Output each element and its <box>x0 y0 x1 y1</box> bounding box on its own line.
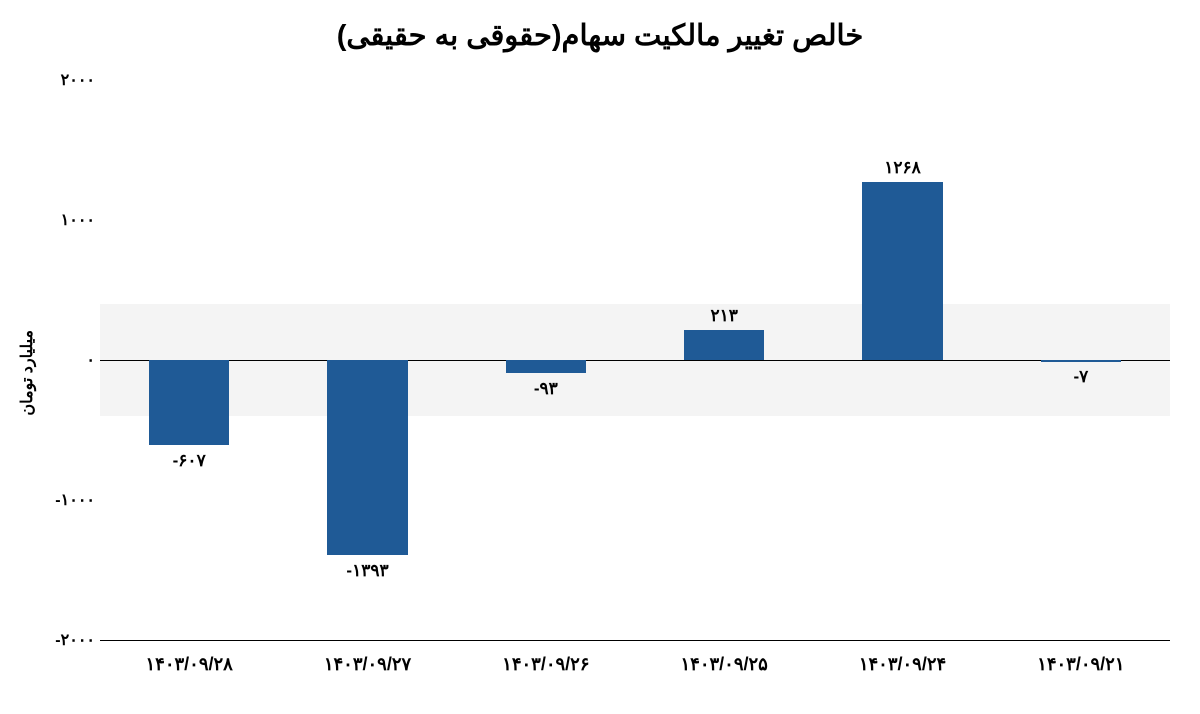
bar <box>327 360 407 555</box>
bar-value-label: -۷ <box>1073 367 1088 387</box>
bar-value-label: ۲۱۳ <box>710 306 737 326</box>
bar-value-label: -۹۳ <box>534 379 558 399</box>
x-tick-label: ۱۴۰۳/۰۹/۲۶ <box>502 654 589 675</box>
y-tick-label: -۲۰۰۰ <box>55 630 95 650</box>
y-tick-label: -۱۰۰۰ <box>55 490 95 510</box>
y-tick-label: ۱۰۰۰ <box>61 210 95 230</box>
bar <box>862 182 942 360</box>
bar <box>1041 360 1121 362</box>
x-tick-label: ۱۴۰۳/۰۹/۲۴ <box>859 654 946 675</box>
x-tick-label: ۱۴۰۳/۰۹/۲۱ <box>1037 654 1124 675</box>
bar-value-label: -۶۰۷ <box>173 451 206 471</box>
bar <box>506 360 586 373</box>
x-axis-line <box>100 640 1170 641</box>
bar <box>684 330 764 360</box>
chart-container: خالص تغییر مالکیت سهام(حقوقی به حقیقی) م… <box>0 0 1200 714</box>
y-tick-label: ۰ <box>86 350 95 370</box>
y-tick-label: ۲۰۰۰ <box>61 70 95 90</box>
y-axis-label: میلیارد تومان <box>18 330 37 416</box>
bar-value-label: ۱۲۶۸ <box>884 158 921 178</box>
x-tick-label: ۱۴۰۳/۰۹/۲۵ <box>680 654 767 675</box>
bar-value-label: -۱۳۹۳ <box>346 561 388 581</box>
x-tick-label: ۱۴۰۳/۰۹/۲۷ <box>324 654 411 675</box>
plot-area: -۲۰۰۰-۱۰۰۰۰۱۰۰۰۲۰۰۰-۷۱۴۰۳/۰۹/۲۱۱۲۶۸۱۴۰۳/… <box>100 80 1170 640</box>
bar <box>149 360 229 445</box>
zero-axis-line <box>100 360 1170 361</box>
chart-title: خالص تغییر مالکیت سهام(حقوقی به حقیقی) <box>0 18 1200 53</box>
x-tick-label: ۱۴۰۳/۰۹/۲۸ <box>145 654 232 675</box>
